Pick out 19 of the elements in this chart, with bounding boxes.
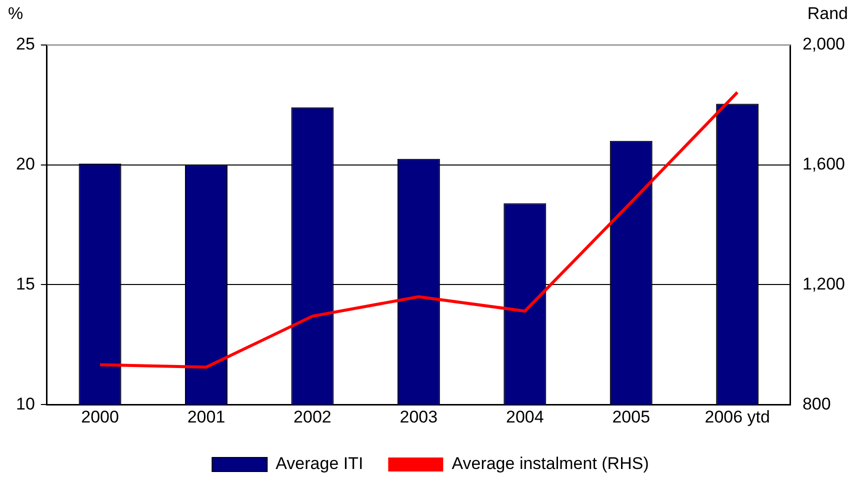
legend-label: Average ITI [276, 454, 364, 474]
y2-tick-label: 1,600 [802, 154, 846, 174]
y2-axis-title: Rand [807, 4, 848, 24]
y-axis-title: % [8, 4, 24, 24]
legend-label: Average instalment (RHS) [452, 454, 649, 474]
y2-tick-label: 800 [802, 394, 831, 414]
x-tick-label: 2000 [81, 407, 119, 426]
y-tick-label: 20 [16, 154, 35, 174]
x-tick-label: 2004 [506, 407, 544, 426]
x-tick-label: 2006 ytd [704, 407, 770, 426]
y-tick-label: 15 [16, 274, 35, 294]
y2-tick-label: 1,200 [802, 274, 846, 294]
y2-tick-label: 2,000 [802, 34, 846, 54]
x-tick-label: 2005 [612, 407, 650, 426]
x-tick-label: 2002 [294, 407, 332, 426]
y-tick-label: 25 [16, 34, 35, 54]
x-tick-label: 2001 [187, 407, 226, 426]
y-tick-label: 10 [16, 394, 35, 414]
x-tick-label: 2003 [400, 407, 438, 426]
